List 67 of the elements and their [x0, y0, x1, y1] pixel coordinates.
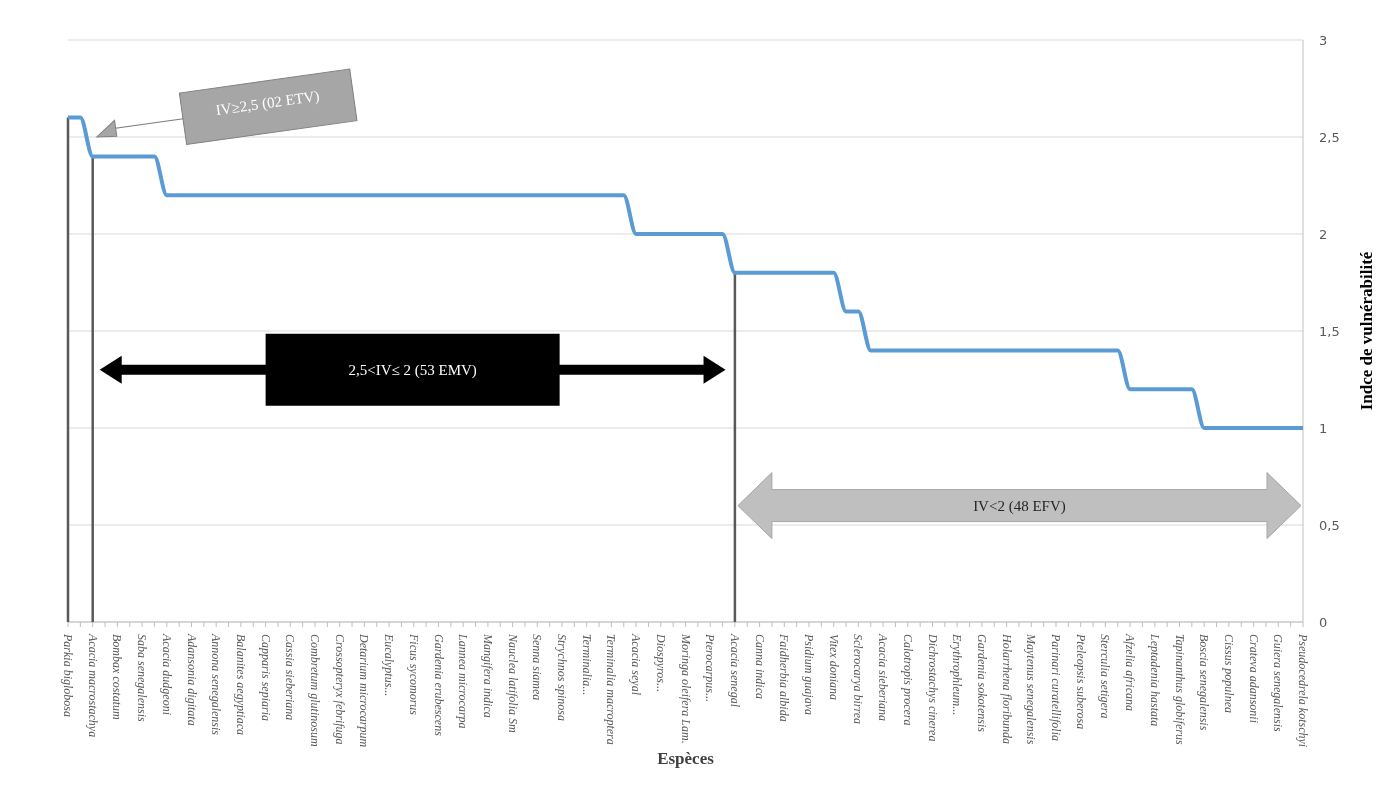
x-tick-label: Dichrostachys cinerea [925, 633, 940, 742]
callout-arrow: IV≥2,5 (02 ETV) [96, 68, 358, 146]
x-tick-label: Vitex doniana [826, 634, 841, 701]
x-tick-label: Pseudocedrela kotschyi [1296, 633, 1310, 748]
x-tick-label: Ficus sycomorus [406, 633, 421, 716]
x-tick-label: Saba senegalensis [135, 634, 150, 722]
x-tick-label: Diospyros... [653, 633, 668, 692]
x-tick-label: Capparis sepiaria [258, 634, 273, 722]
x-tick-label: Terminalia... [579, 634, 594, 696]
x-tick-label: Acacia dudgeoni [159, 633, 174, 715]
line-series [66, 115, 1305, 430]
x-tick-label: Tapinanthus globiferus [1172, 634, 1187, 745]
x-tick-label: Sterculia setigera [1098, 634, 1113, 719]
x-tick-label: Adansonia digitata [184, 633, 199, 726]
y-axis-title: Indce de vulnérabilité [1357, 251, 1376, 411]
annotation: IV≥2,5 (02 ETV) [214, 87, 321, 120]
x-tick-label: Annona senegalensis [209, 633, 224, 736]
y-tick-label: 3 [1319, 32, 1328, 48]
x-tick-label: Gardenia erubescens [431, 634, 446, 737]
x-tick-label: Acacia seyal [629, 633, 644, 696]
x-tick-label: Bombax costatum [110, 634, 125, 720]
x-tick-label: Afzelia africana [1123, 633, 1138, 711]
x-tick-label: Eucalyptus... [382, 633, 397, 697]
double-arrow: 2,5<IV≤ 2 (53 EMV) [99, 333, 726, 406]
x-tick-label: Calotropis procera [900, 634, 915, 726]
x-tick-label: Moringa oleifera Lam. [678, 633, 693, 744]
y-tick-label: 0 [1319, 614, 1328, 630]
x-tick-label: Pteleopsis suberosa [1073, 633, 1088, 730]
x-tick-label: Holarrhena floribunda [999, 633, 1014, 745]
y-tick-label: 2,5 [1319, 129, 1340, 145]
x-tick-label: Acacia senegal [727, 633, 742, 708]
x-tick-label: Leptadenia hastata [1147, 633, 1162, 727]
x-tick-label: Acacia macrostachya [85, 633, 100, 738]
annotation: 2,5<IV≤ 2 (53 EMV) [348, 362, 477, 380]
x-tick-label: Sclerocarya birrea [851, 634, 866, 725]
y-tick-label: 2 [1319, 226, 1328, 242]
x-tick-label: Nauclea latifolia Sm [505, 633, 520, 733]
x-tick-label: Cissus populnea [1221, 634, 1236, 714]
x-tick-label: Detarium microcarpum [357, 633, 372, 748]
annotation: IV<2 (48 EFV) [973, 497, 1066, 515]
x-tick-label: Faidherbia albida [777, 633, 792, 722]
x-tick-label: Balanites aegyptiaca [233, 634, 248, 735]
x-tick-label: Lannea microcarpa [456, 633, 471, 729]
x-tick-label: Acacia sieberiana [876, 633, 891, 721]
x-tick-label: Psidium guajava [802, 633, 816, 715]
x-tick-label: Parkia biglobosa [61, 633, 75, 717]
x-tick-label: Parinari curatellifolia [1049, 633, 1063, 741]
x-tick-label: Mangifera indica [480, 633, 495, 718]
x-tick-label: Guiera senegalensis [1271, 634, 1286, 732]
x-tick-label: Combretum glutinosum [308, 634, 322, 747]
y-tick-label: 1 [1319, 420, 1328, 436]
x-axis-title: Espèces [657, 749, 715, 768]
x-tick-label: Pterocarpus... [703, 633, 718, 702]
x-tick-label: Strychnos spinosa [555, 634, 569, 721]
y-tick-label: 0,5 [1319, 517, 1340, 533]
x-tick-label: Cassia sieberiana [283, 634, 298, 721]
double-arrow: IV<2 (48 EFV) [737, 472, 1302, 540]
y-tick-label: 1,5 [1319, 323, 1340, 339]
x-tick-label: Crateva adansonii [1246, 634, 1261, 723]
x-tick-label: Boscia senegalensis [1197, 634, 1212, 731]
x-tick-label: Senna siamea [530, 634, 545, 701]
x-tick-label: Maytenus senegalensis [1024, 633, 1039, 745]
x-tick-label: Gardenia sokotensis [974, 634, 989, 733]
x-tick-label: Canna indica [752, 634, 767, 699]
x-tick-label: Crossopteryx febrifuga [332, 634, 347, 745]
x-tick-label: Erythrophleum... [950, 633, 965, 716]
x-tick-label: Terminalia macroptera [604, 634, 619, 745]
